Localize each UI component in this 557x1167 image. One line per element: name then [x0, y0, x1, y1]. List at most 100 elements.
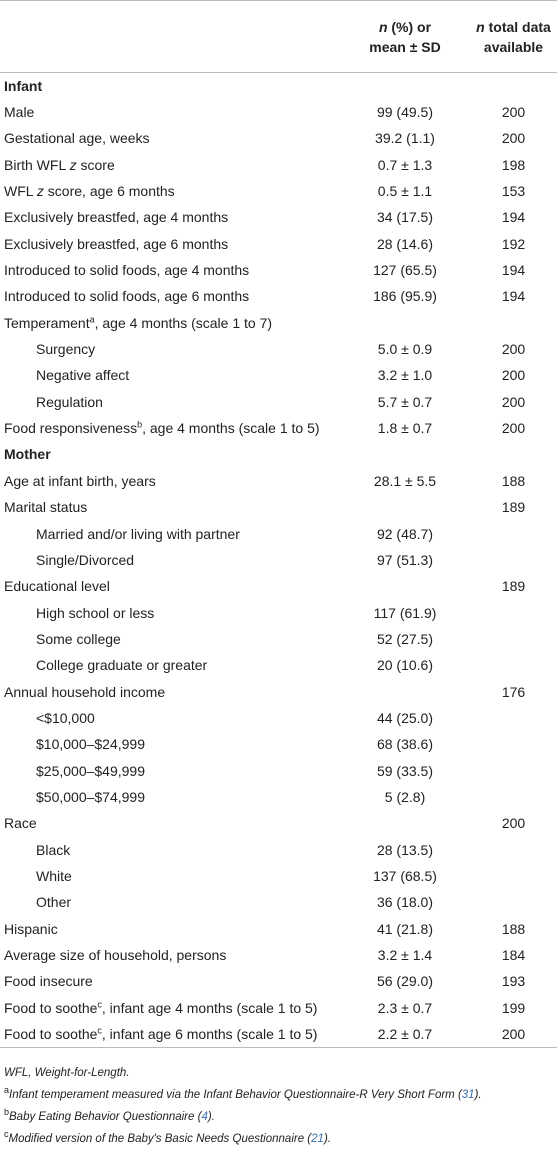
n-cell: 176 [501, 683, 526, 700]
n-cell: 199 [501, 999, 526, 1016]
row-label: Food to soothec, infant age 4 months (sc… [0, 995, 340, 1021]
text: Some college [36, 630, 121, 647]
header-cell [0, 1, 340, 73]
text: Marital status [4, 499, 88, 516]
text: Single/Divorced [36, 551, 135, 568]
row-label: Single/Divorced [0, 547, 340, 573]
row-label: High school or less [0, 599, 340, 625]
superscript: c [97, 1025, 102, 1036]
italic-text: n [476, 18, 485, 35]
table-row: Annual household income 176 [0, 678, 557, 704]
row-label: $10,000–$24,999 [0, 731, 340, 757]
value-cell: 137 (68.5) [373, 867, 437, 884]
value-cell: 2.3 ± 0.7 [377, 999, 433, 1016]
text: Educational level [4, 578, 110, 595]
n-cell: 200 [501, 815, 526, 832]
table-row: Educational level 189 [0, 573, 557, 599]
text: Hispanic [4, 920, 58, 937]
table-row: Introduced to solid foods, age 6 months 1… [0, 283, 557, 309]
value-cell [340, 310, 470, 336]
italic-text: WFL, Weight-for-Length. [4, 1066, 130, 1079]
italic-text: Infant temperament measured via the Infa… [9, 1088, 462, 1101]
row-label: Exclusively breastfed, age 6 months [0, 231, 340, 257]
italic-text: Modified version of the Baby's Basic Nee… [8, 1132, 312, 1145]
footnote: bBaby Eating Behavior Questionnaire (4). [4, 1106, 557, 1128]
n-cell [470, 652, 557, 678]
row-label: WFL z score, age 6 months [0, 178, 340, 204]
row-label: $25,000–$49,999 [0, 757, 340, 783]
text: , infant age 4 months (scale 1 to 5) [101, 999, 318, 1016]
footnote: WFL, Weight-for-Length. [4, 1062, 557, 1084]
text: Gestational age, weeks [4, 130, 150, 147]
value-cell: 186 (95.9) [373, 288, 437, 305]
n-cell: 194 [501, 262, 526, 279]
text: available [483, 38, 544, 55]
row-label: Married and/or living with partner [0, 520, 340, 546]
italic-text: n [378, 18, 388, 35]
text: WFL [4, 183, 37, 200]
table-row: Age at infant birth, years 28.1 ± 5.5 188 [0, 468, 557, 494]
table-row: Food to soothec, infant age 6 months (sc… [0, 1021, 557, 1048]
text: Other [36, 894, 72, 911]
value-cell [340, 494, 470, 520]
n-cell: 188 [501, 472, 526, 489]
n-cell: 153 [501, 183, 526, 200]
table-row: Some college 52 (27.5) [0, 626, 557, 652]
row-label: Food insecure [0, 968, 340, 994]
table-row: Regulation 5.7 ± 0.7 200 [0, 389, 557, 415]
header-row: n (%) or mean ± SD n total data available [0, 0, 557, 73]
italic-text: Baby Eating Behavior Questionnaire ( [9, 1110, 202, 1123]
value-cell: 3.2 ± 1.0 [377, 367, 433, 384]
n-cell [470, 731, 557, 757]
text: score [76, 156, 115, 173]
text: Negative affect [36, 367, 130, 384]
value-cell: 0.5 ± 1.1 [377, 183, 433, 200]
text: White [36, 867, 72, 884]
row-label: Some college [0, 626, 340, 652]
text: Introduced to solid foods, age 4 months [4, 262, 250, 279]
value-cell: 0.7 ± 1.3 [377, 156, 433, 173]
table-row: High school or less 117 (61.9) [0, 599, 557, 625]
value-cell: 44 (25.0) [376, 709, 434, 726]
value-cell: 68 (38.6) [376, 736, 434, 753]
reference-link: 4 [201, 1110, 208, 1123]
table-row: Surgency 5.0 ± 0.9 200 [0, 336, 557, 362]
table-row: Black 28 (13.5) [0, 836, 557, 862]
text: Food to soothe [4, 1025, 98, 1042]
n-cell: 193 [501, 973, 526, 990]
reference-link: 31 [461, 1088, 475, 1101]
text: total data [484, 18, 551, 35]
row-label: Male [0, 99, 340, 125]
table-row: Food insecure 56 (29.0) 193 [0, 968, 557, 994]
value-cell: 2.2 ± 0.7 [377, 1025, 433, 1042]
superscript: b [4, 1106, 10, 1117]
text: Male [4, 104, 35, 121]
text: Introduced to solid foods, age 6 months [4, 288, 250, 305]
n-cell: 189 [501, 578, 526, 595]
n-cell: 200 [501, 420, 526, 437]
n-cell: 200 [501, 393, 526, 410]
italic-text: ). [323, 1132, 331, 1145]
row-label: Hispanic [0, 916, 340, 942]
text: Age at infant birth, years [4, 472, 156, 489]
text: Surgency [36, 341, 96, 358]
footnotes: WFL, Weight-for-Length. aInfant temperame… [0, 1062, 557, 1150]
text: $50,000–$74,999 [36, 788, 145, 805]
table-row: <$10,000 44 (25.0) [0, 705, 557, 731]
value-cell: 41 (21.8) [376, 920, 434, 937]
row-label: Annual household income [0, 678, 340, 704]
table-row: Other 36 (18.0) [0, 889, 557, 915]
n-cell [470, 889, 557, 915]
row-label: Negative affect [0, 362, 340, 388]
table-row: Food responsivenessb, age 4 months (scal… [0, 415, 557, 441]
text: Race [4, 815, 37, 832]
italic-text: z [36, 183, 44, 200]
n-cell [470, 310, 557, 336]
superscript: c [97, 999, 102, 1010]
row-label: Gestational age, weeks [0, 125, 340, 151]
text: Food to soothe [4, 999, 98, 1016]
superscript: a [4, 1084, 10, 1095]
table-row: $50,000–$74,999 5 (2.8) [0, 784, 557, 810]
text: mean ± SD [369, 38, 441, 55]
n-cell: 188 [501, 920, 526, 937]
